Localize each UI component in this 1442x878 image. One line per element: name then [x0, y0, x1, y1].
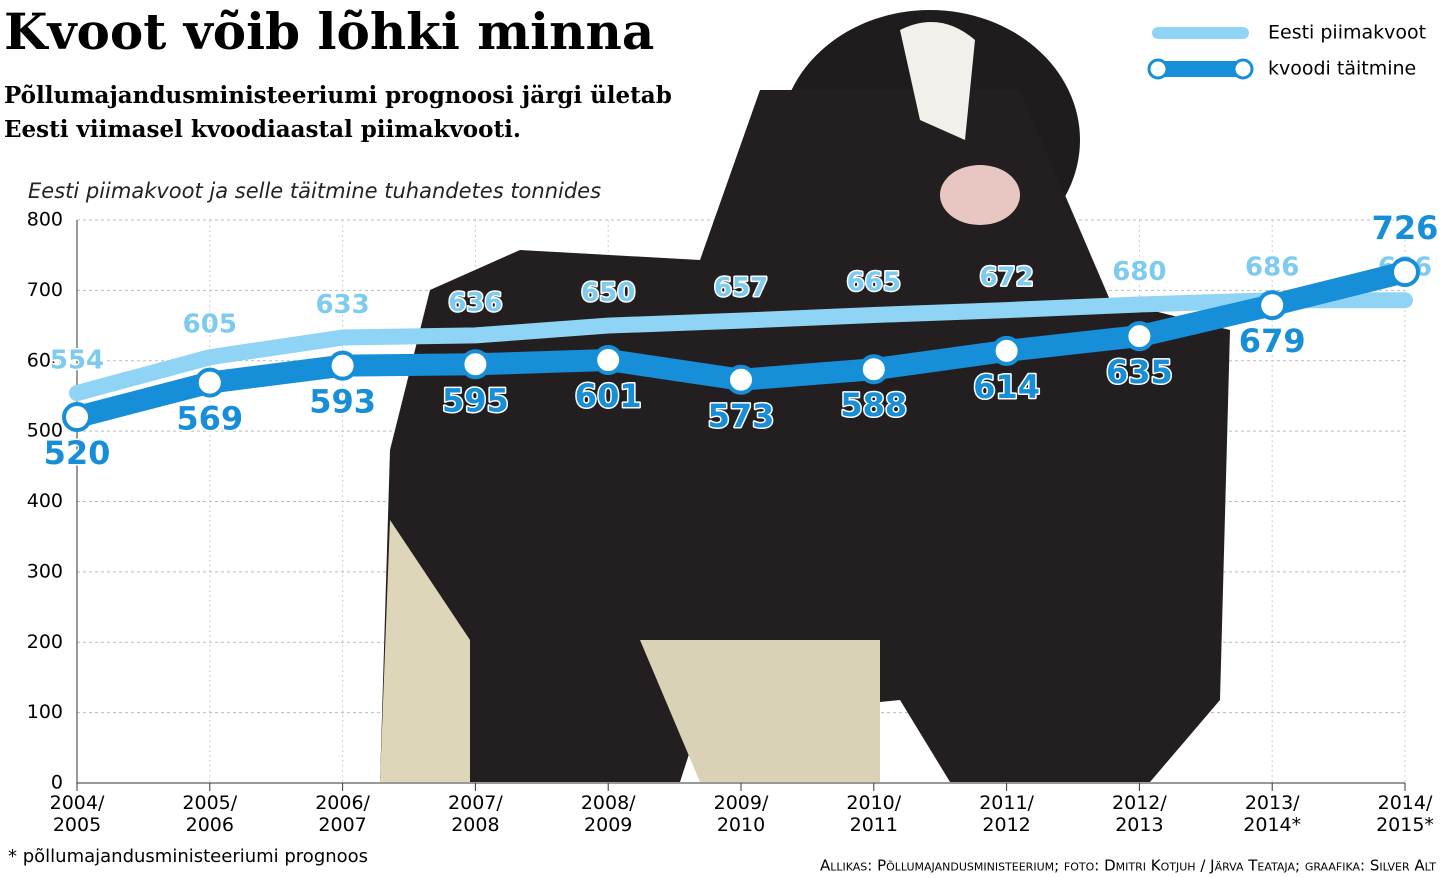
- x-tick-label: 2011/2012: [979, 792, 1034, 836]
- data-label: 672: [979, 263, 1033, 293]
- x-tick-label: 2009/2010: [714, 792, 769, 836]
- point: [194, 367, 225, 398]
- x-tick-label: 2013/2014*: [1243, 792, 1301, 836]
- axis-title: Eesti piimakvoot ja selle täitmine tuhan…: [28, 179, 601, 203]
- chart-subtitle: Põllumajandusministeeriumi prognoosi jär…: [4, 82, 672, 109]
- data-label: 686: [1245, 253, 1299, 283]
- point: [1124, 321, 1155, 352]
- series-line: [69, 292, 1413, 402]
- legend-marker: [1232, 58, 1254, 80]
- data-label: 636: [448, 288, 502, 318]
- point: [593, 345, 624, 376]
- legend-marker: [1147, 58, 1169, 80]
- data-label: 633: [315, 290, 369, 320]
- data-label: 679: [1239, 322, 1306, 360]
- y-tick-label: 100: [27, 701, 63, 723]
- cow-photo: [380, 10, 1230, 782]
- y-tick-label: 700: [27, 279, 63, 301]
- data-label: 650: [581, 278, 635, 308]
- data-label: 520: [44, 434, 111, 472]
- y-tick-label: 200: [27, 631, 63, 653]
- point: [726, 364, 756, 395]
- data-label: 601: [575, 377, 642, 415]
- x-tick-label: 2012/2013: [1112, 792, 1167, 836]
- point: [991, 335, 1022, 366]
- data-label: 635: [1106, 353, 1173, 391]
- data-label: 569: [176, 400, 243, 438]
- x-tick-label: 2014/2015*: [1376, 792, 1434, 836]
- point: [858, 354, 889, 385]
- y-tick-label: 800: [27, 209, 63, 231]
- point: [1390, 257, 1420, 288]
- x-tick-label: 2006/2007: [315, 792, 370, 836]
- data-label: 593: [309, 383, 376, 421]
- point: [327, 350, 358, 381]
- data-label: 554: [50, 346, 104, 376]
- chart-subtitle: Eesti viimasel kvoodiaastal piimakvooti.: [4, 116, 521, 143]
- data-label: 665: [847, 268, 901, 298]
- source: Allikas: Põllumajandusministeerium; foto…: [820, 857, 1436, 875]
- x-tick-label: 2005/2006: [182, 792, 237, 836]
- data-label: 680: [1112, 257, 1166, 287]
- y-tick-label: 500: [27, 420, 63, 442]
- footnote: * põllumajandusministeeriumi prognoos: [8, 846, 368, 867]
- x-tick-label: 2010/2011: [846, 792, 901, 836]
- x-tick-label: 2008/2009: [581, 792, 636, 836]
- chart-title: Kvoot võib lõhki minna: [4, 2, 654, 61]
- data-label: 657: [714, 273, 768, 303]
- y-tick-label: 300: [27, 560, 63, 582]
- y-tick-label: 400: [27, 490, 63, 512]
- data-label: 588: [840, 386, 907, 424]
- legend-label: kvoodi täitmine: [1268, 58, 1416, 80]
- data-label: 726: [1372, 209, 1439, 247]
- y-tick-label: 0: [51, 772, 63, 794]
- data-label: 605: [183, 310, 237, 340]
- y-tick-label: 600: [27, 349, 63, 371]
- data-label: 614: [973, 368, 1040, 406]
- x-tick-label: 2007/2008: [448, 792, 503, 836]
- data-label: 573: [708, 397, 775, 435]
- legend-label: Eesti piimakvoot: [1268, 22, 1426, 44]
- data-label: 595: [442, 381, 509, 419]
- point: [460, 349, 491, 380]
- x-tick-label: 2004/2005: [50, 792, 105, 836]
- point: [1257, 290, 1288, 321]
- point: [62, 402, 92, 433]
